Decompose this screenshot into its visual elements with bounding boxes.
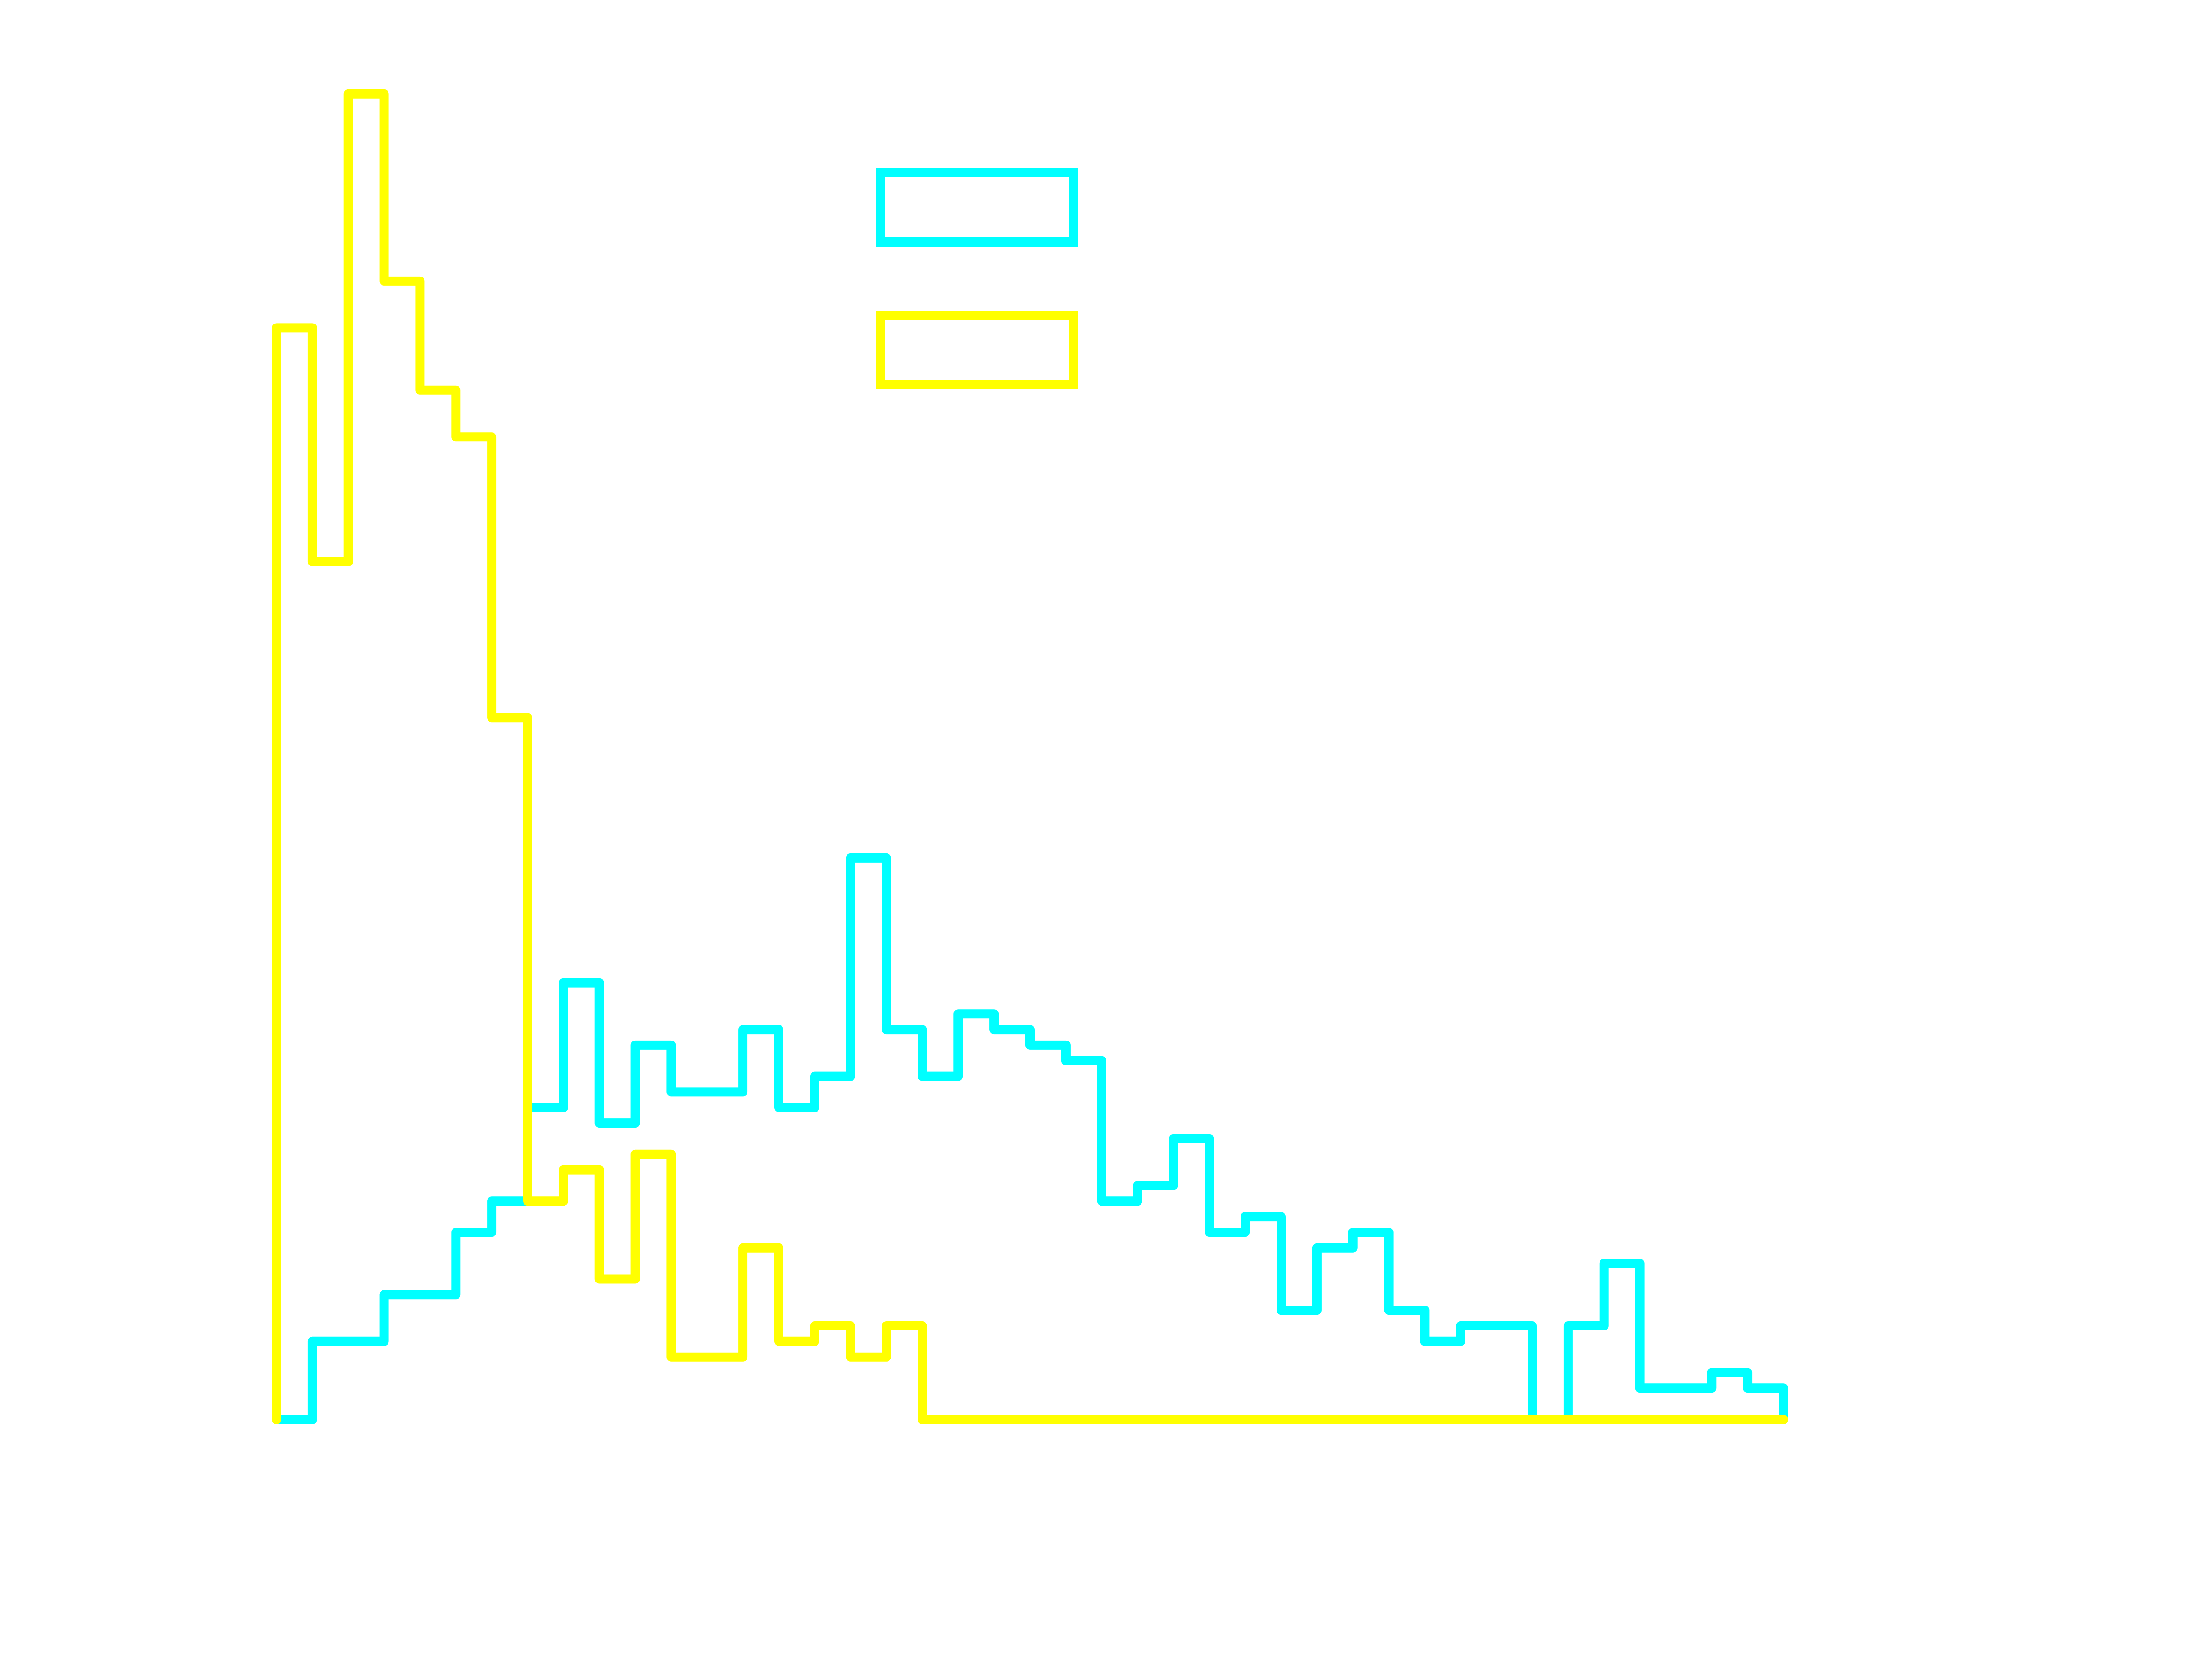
legend-swatch-2 — [876, 311, 1078, 389]
histogram-series-2 — [272, 89, 1788, 1424]
histogram-series-1 — [272, 853, 1788, 1424]
legend — [876, 168, 1078, 389]
plot-area — [272, 89, 1788, 1424]
legend-swatch-1 — [876, 168, 1078, 247]
